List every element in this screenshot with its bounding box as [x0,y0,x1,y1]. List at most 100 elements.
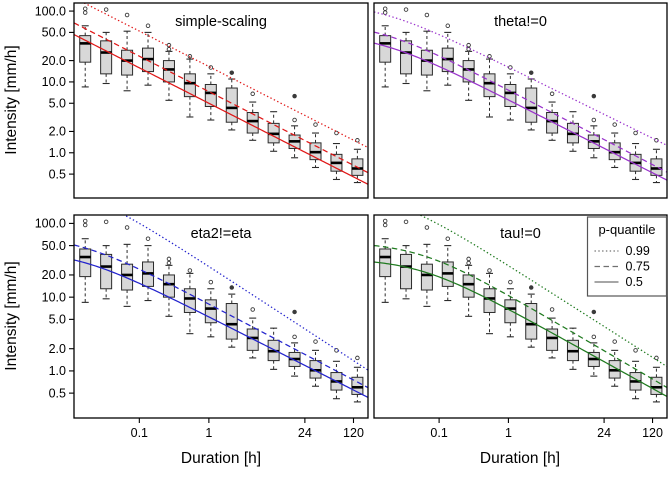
boxplot [121,12,134,92]
x-axis-title-right: Duration [h] [479,450,561,467]
quantile-line-dashed-0.75 [374,31,667,173]
y-tick-label: 100.0 [35,4,66,18]
outlier-point [124,225,130,230]
y-tick-label: 2.0 [49,125,66,139]
x-tick-label: 120 [343,426,364,440]
legend-label: 0.99 [626,244,650,258]
y-tick-label: 1.0 [49,146,66,160]
boxplot [608,122,621,169]
y-tick-label: 50.0 [42,26,66,40]
boxplot [608,339,621,387]
outlier-point [382,10,388,15]
x-axis-title-left: Duration [h] [180,450,262,467]
x-tick-label: 1 [205,426,212,440]
legend-title: p-quantile [598,222,655,237]
outlier-point [633,348,638,353]
outlier-point [334,130,339,136]
outlier-point [229,70,235,75]
outlier-point [82,6,88,11]
outlier-point [313,122,318,127]
boxplot [441,236,454,302]
boxplot [462,256,475,317]
quantile-line-dashed-0.75 [74,244,368,389]
outlier-point [445,23,451,29]
boxplot [330,130,343,181]
legend-label: 0.5 [626,275,643,289]
boxplot [142,236,155,302]
outlier-point [382,218,388,224]
outlier-point [591,309,597,315]
panel-title: simple-scaling [175,14,267,30]
outlier-point [549,91,555,97]
panel-tau: tau!=0 0.1 1 24 120 p-quantile 0.99 0.750.5 [373,214,668,440]
x-tick-label: 0.1 [430,426,447,440]
legend-box [586,216,668,297]
y-tick-label: 5.0 [49,96,66,110]
y-tick-label: 2.0 [49,342,66,356]
boxplot [309,122,322,169]
panel-eta2: eta2!=eta 100.0 50.0 20.0 10.0 5.0 2.0 1.0 0.5 0.… [35,214,369,440]
boxplot [225,285,238,348]
outlier-point [487,268,492,273]
y-tick-label: 5.0 [49,313,66,327]
boxplot [566,327,579,370]
y-tick-label: 20.0 [42,54,66,68]
outlier-point [229,285,235,290]
outlier-point [292,93,297,99]
outlier-point [292,309,297,315]
boxplot [225,70,238,131]
panel-title: tau!=0 [500,226,541,242]
panel-background [74,215,368,418]
x-tick-label: 24 [597,426,611,440]
outlier-point [82,218,88,224]
boxplot [525,70,538,131]
outlier-point [292,117,297,123]
boxplot [546,91,559,141]
panel-border [373,214,668,419]
y-tick-label: 100.0 [35,217,66,231]
outlier-point [508,279,513,285]
quantile-line-solid-0.5 [74,259,368,398]
outlier-point [633,130,638,136]
boxplot [650,355,663,403]
outlier-point [145,23,151,29]
outlier-point [250,91,255,97]
outlier-point [124,12,130,18]
outlier-point [487,54,492,59]
boxplot [504,279,517,338]
panel-theta: theta!=0 [373,2,668,199]
outlier-point [549,307,555,312]
panel-border [73,214,369,419]
panel-background [74,3,368,198]
outlier-point [82,10,88,15]
x-tick-label: 1 [505,426,512,440]
quantile-line-dotted-0.99 [82,3,368,149]
outlier-point [591,334,597,340]
outlier-point [208,279,214,285]
outlier-point [591,93,597,99]
outlier-point [166,256,172,262]
outlier-point [591,117,597,123]
y-tick-label: 0.5 [49,167,66,181]
y-tick-label: 1.0 [49,364,66,378]
boxplot [483,268,496,335]
panel-simple-scaling: simple-scaling 100.0 50.0 20.0 10.0 5.0 2.0 1.0… [35,2,369,199]
boxplot [246,307,259,359]
boxplot [420,225,433,307]
outlier-point [103,7,109,12]
outlier-point [355,355,360,361]
y-tick-label: 10.0 [42,290,66,304]
outlier-point [528,285,534,290]
outlier-point [654,355,659,361]
quantile-line-solid-0.5 [374,261,667,398]
boxplot [121,225,134,307]
boxplot [288,93,301,159]
outlier-point [103,219,109,225]
outlier-point [313,339,318,344]
boxplot [379,6,392,88]
outlier-point [403,219,409,225]
y-tick-label: 50.0 [42,239,66,253]
boxplot [441,23,454,86]
